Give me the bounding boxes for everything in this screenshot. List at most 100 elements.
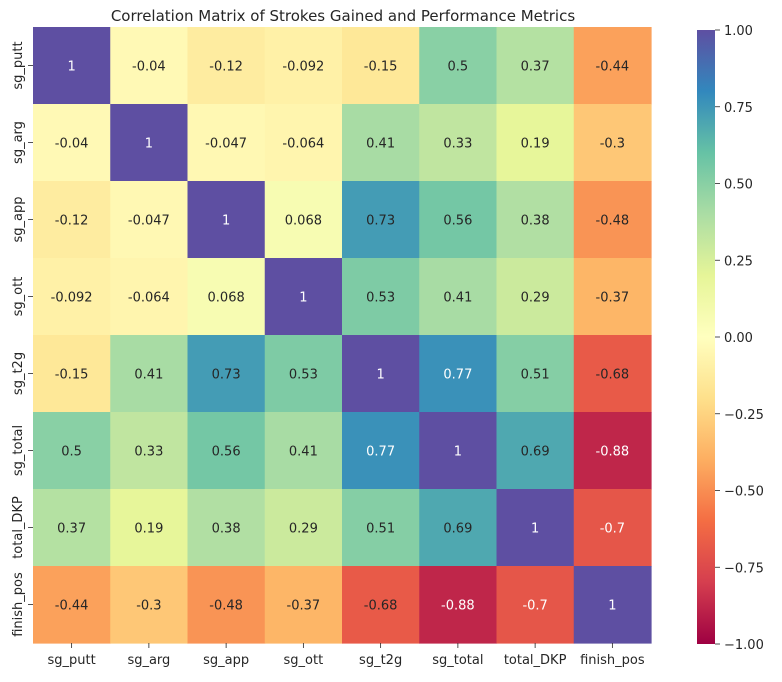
cell-value-label: 0.37 bbox=[57, 522, 86, 537]
cell-value-label: -0.047 bbox=[128, 214, 170, 229]
heatmap-cell bbox=[110, 258, 189, 336]
heatmap-cell bbox=[110, 104, 189, 182]
heatmap-cell bbox=[419, 412, 498, 490]
heatmap-cell bbox=[33, 412, 111, 490]
heatmap-cell bbox=[496, 27, 575, 105]
heatmap-cell bbox=[264, 335, 343, 413]
cell-value-label: 0.41 bbox=[443, 291, 472, 306]
x-tick-label: sg_t2g bbox=[359, 653, 402, 668]
x-tick-label: sg_total bbox=[432, 653, 483, 668]
cell-value-label: 0.41 bbox=[289, 445, 318, 460]
colorbar bbox=[697, 30, 715, 644]
cell-value-label: -0.064 bbox=[282, 137, 324, 152]
cell-value-label: -0.092 bbox=[51, 291, 93, 306]
heatmap-cell bbox=[264, 27, 343, 105]
heatmap-cell bbox=[342, 181, 420, 259]
heatmap-cell bbox=[419, 181, 498, 259]
heatmap-cell bbox=[419, 258, 498, 336]
cell-value-label: 1 bbox=[145, 137, 153, 152]
cell-value-label: 0.77 bbox=[366, 445, 395, 460]
y-tick-label: sg_putt bbox=[11, 41, 26, 89]
cell-value-label: -0.68 bbox=[364, 599, 398, 614]
heatmap-cell bbox=[419, 104, 498, 182]
cell-value-label: 0.77 bbox=[443, 368, 472, 383]
heatmap-cell bbox=[187, 258, 266, 336]
heatmap-cell bbox=[110, 566, 189, 644]
heatmap-cell bbox=[264, 489, 343, 567]
heatmap-cell bbox=[264, 104, 343, 182]
heatmap-cell bbox=[342, 27, 420, 105]
heatmap-cell bbox=[110, 489, 189, 567]
cell-value-label: -0.37 bbox=[287, 599, 321, 614]
cell-value-label: 0.068 bbox=[285, 214, 322, 229]
heatmap-cell bbox=[496, 335, 575, 413]
cell-value-label: 0.33 bbox=[443, 137, 472, 152]
heatmap-cell bbox=[342, 566, 420, 644]
cell-value-label: -0.37 bbox=[596, 291, 630, 306]
x-tick-label: sg_ott bbox=[284, 653, 324, 668]
heatmap-cell bbox=[33, 489, 111, 567]
heatmap-cell bbox=[342, 104, 420, 182]
heatmap-cell bbox=[573, 104, 652, 182]
cell-value-label: 0.38 bbox=[521, 214, 550, 229]
heatmap-cell bbox=[33, 181, 111, 259]
y-tick-label: sg_ott bbox=[11, 277, 26, 317]
cell-value-label: -0.3 bbox=[600, 137, 625, 152]
heatmap-cell bbox=[419, 489, 498, 567]
cell-value-label: 0.5 bbox=[448, 60, 469, 75]
cell-value-label: 0.38 bbox=[212, 522, 241, 537]
heatmap-cell bbox=[419, 335, 498, 413]
heatmap-cell bbox=[110, 27, 189, 105]
cell-value-label: 0.068 bbox=[208, 291, 245, 306]
heatmap-cell bbox=[496, 566, 575, 644]
colorbar-tick-label: −0.75 bbox=[724, 561, 764, 576]
heatmap-cell bbox=[33, 27, 111, 105]
x-tick-label: total_DKP bbox=[504, 653, 567, 668]
heatmap-cell bbox=[264, 412, 343, 490]
cell-value-label: 0.41 bbox=[134, 368, 163, 383]
heatmap-cell bbox=[342, 412, 420, 490]
heatmap-cell bbox=[264, 258, 343, 336]
x-tick-label: sg_arg bbox=[127, 653, 170, 668]
colorbar-tick-label: 0.25 bbox=[724, 254, 753, 269]
colorbar-tick-label: −1.00 bbox=[724, 638, 764, 653]
cell-value-label: 1 bbox=[299, 291, 307, 306]
y-tick-labels: sg_putt sg_arg sg_app sg_ott sg_t2g sg_totalt… bbox=[11, 41, 33, 637]
heatmap-cell bbox=[496, 181, 575, 259]
heatmap-cell bbox=[342, 335, 420, 413]
cell-value-label: -0.15 bbox=[55, 368, 89, 383]
heatmap-cell bbox=[187, 489, 266, 567]
cell-value-label: -0.3 bbox=[136, 599, 161, 614]
cell-value-label: -0.04 bbox=[132, 60, 166, 75]
heatmap-cell bbox=[573, 412, 652, 490]
cell-value-label: -0.04 bbox=[55, 137, 89, 152]
y-tick-label: sg_app bbox=[11, 197, 26, 243]
y-tick-label: sg_total bbox=[11, 425, 26, 476]
heatmap-cell bbox=[187, 412, 266, 490]
cell-value-label: -0.15 bbox=[364, 60, 398, 75]
heatmap-cell bbox=[187, 27, 266, 105]
y-tick-label: total_DKP bbox=[11, 496, 26, 559]
cell-value-label: -0.44 bbox=[596, 60, 630, 75]
cell-value-label: -0.68 bbox=[596, 368, 630, 383]
heatmap-cell bbox=[573, 258, 652, 336]
x-tick-label: finish_pos bbox=[580, 653, 645, 668]
colorbar-tick-label: 0.75 bbox=[724, 101, 753, 116]
cell-value-label: 1 bbox=[454, 445, 462, 460]
heatmap-cell bbox=[573, 335, 652, 413]
heatmap-cell bbox=[573, 181, 652, 259]
heatmap-cell bbox=[419, 27, 498, 105]
cell-value-label: -0.047 bbox=[205, 137, 247, 152]
cell-value-label: 0.33 bbox=[134, 445, 163, 460]
heatmap-cell bbox=[342, 489, 420, 567]
heatmap-cell bbox=[264, 566, 343, 644]
heatmap-cell bbox=[187, 104, 266, 182]
colorbar-ticks: 1.00 0.75 0.50 0.25 0.00 −0.25 −0.50 −0.75 −1.00 bbox=[715, 24, 764, 653]
cell-value-label: 0.19 bbox=[521, 137, 550, 152]
cell-value-label: 0.56 bbox=[212, 445, 241, 460]
x-tick-label: sg_app bbox=[203, 653, 249, 668]
cell-value-label: 0.29 bbox=[289, 522, 318, 537]
cell-value-label: -0.7 bbox=[600, 522, 625, 537]
